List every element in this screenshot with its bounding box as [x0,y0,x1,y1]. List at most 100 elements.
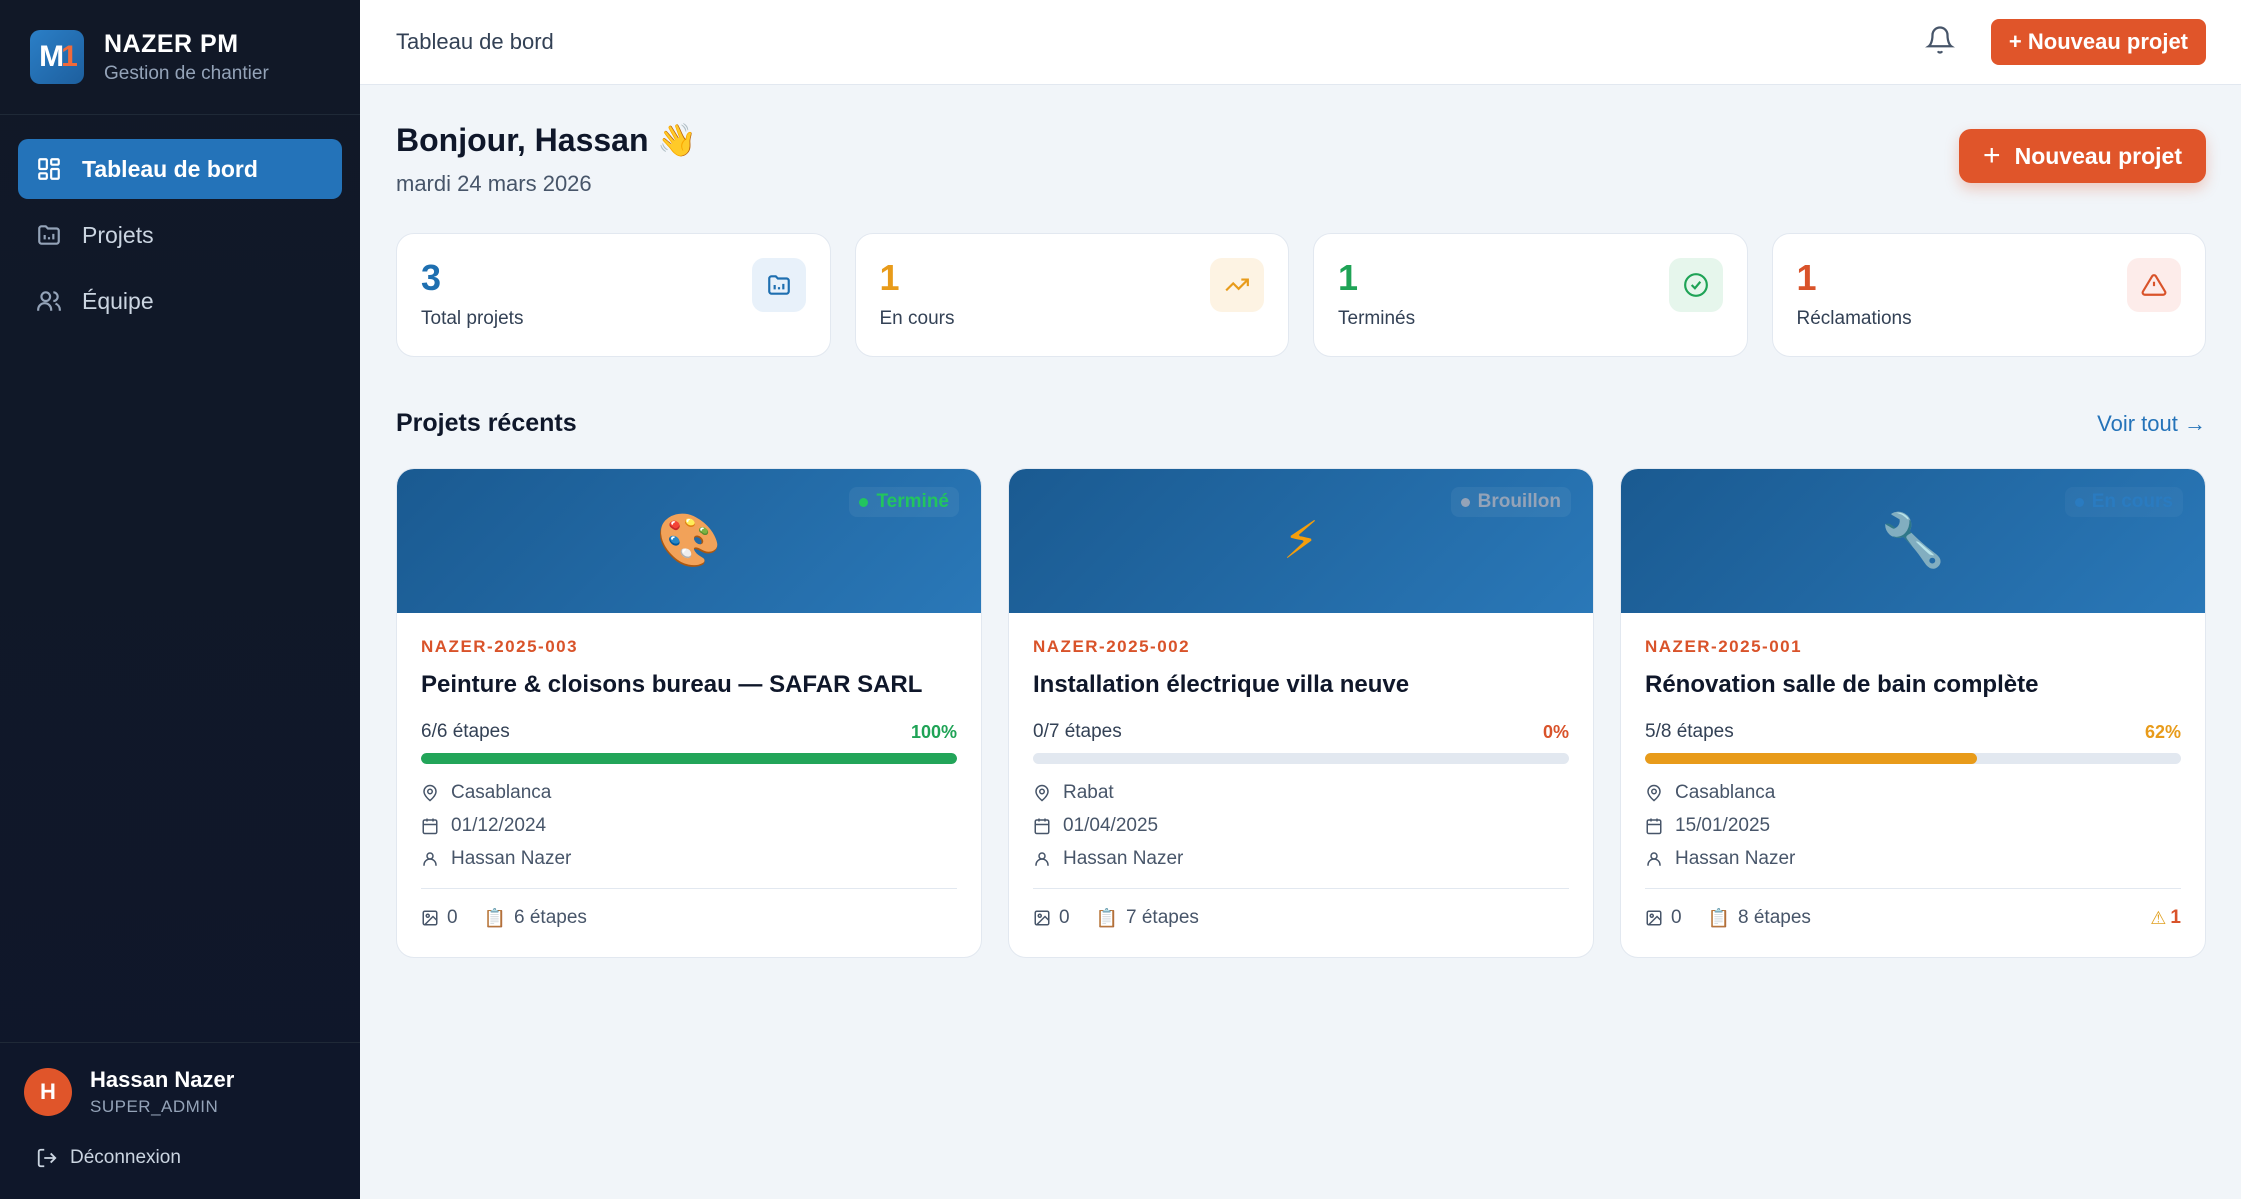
stat-card-claims[interactable]: 1 Réclamations [1771,233,2206,357]
wrench-icon: 🔧 [1880,511,1946,571]
main-content: Bonjour, Hassan 👋 mardi 24 mars 2026 + N… [396,85,2206,958]
location-text: Rabat [1063,782,1114,803]
stat-value: 1 [1796,257,1817,298]
steps-value: 7 étapes [1126,907,1199,928]
stats-row: 3 Total projets 1 En cours 1 Terminés 1 … [396,233,2206,357]
location-text: Casablanca [1675,782,1776,803]
progress-bar-fill [1645,753,1978,764]
divider [1645,888,2181,889]
stat-card-total[interactable]: 3 Total projets [396,233,831,357]
sidebar-item-team[interactable]: Équipe [18,271,342,331]
location-text: Casablanca [451,782,552,803]
stat-label: Total projets [421,308,524,329]
photos-value: 0 [447,907,458,928]
stat-value: 3 [421,257,442,298]
card-banner: 🎨 Terminé [397,469,981,613]
calendar-icon [1034,818,1050,835]
user-role: SUPER_ADMIN [90,1097,219,1116]
calendar-icon [422,818,438,835]
status-label: Brouillon [1477,491,1561,512]
logout-icon [37,1148,57,1168]
topbar: Tableau de bord + Nouveau projet [360,0,2241,85]
alert-triangle-icon [2141,274,2167,296]
progress-bar [1645,753,2181,764]
progress-bar-fill [421,753,957,764]
app-subtitle: Gestion de chantier [104,62,269,84]
status-badge: En cours [2064,487,2183,517]
notifications-button[interactable] [1924,25,1955,60]
page-title: Bonjour, Hassan 👋 [396,122,698,158]
sidebar-item-dashboard[interactable]: Tableau de bord [18,139,342,199]
map-pin-icon [1035,784,1049,802]
card-banner: 🔧 En cours [1621,469,2205,613]
status-dot [1460,497,1470,507]
logo-letter: M [39,40,64,73]
project-ref: NAZER-2025-001 [1645,637,1803,656]
warning-icon: ⚠ [2150,907,2167,928]
breadcrumb: Tableau de bord [396,29,554,54]
logout-button[interactable]: Déconnexion [24,1147,336,1169]
photos-value: 0 [1671,907,1682,928]
stat-label: Réclamations [1796,308,1912,329]
project-owner: Hassan Nazer [421,848,957,870]
bell-icon [1924,25,1955,54]
progress-bar [1033,753,1569,764]
see-all-link[interactable]: Voir tout → [2097,410,2206,436]
project-owner: Hassan Nazer [1645,848,2181,870]
project-date: 15/01/2025 [1645,815,2181,837]
project-location: Casablanca [1645,782,2181,804]
clipboard-icon: 📋 [1095,907,1118,928]
card-banner: ⚡ Brouillon [1009,469,1593,613]
user-profile[interactable]: H Hassan Nazer SUPER_ADMIN [24,1067,336,1117]
topbar-new-project-button[interactable]: + Nouveau projet [1990,19,2206,65]
plus-icon: + [1983,139,2001,172]
trending-up-icon [1225,278,1249,292]
sidebar-item-projects[interactable]: Projets [18,205,342,265]
claims-count: ⚠ 1 [2150,907,2181,929]
claims-value: 1 [2170,907,2181,928]
status-label: Terminé [876,491,949,512]
status-dot [2074,497,2084,507]
lightning-icon: ⚡ [1282,511,1320,571]
project-date: 01/12/2024 [421,815,957,837]
new-project-button[interactable]: + Nouveau projet [1959,129,2206,183]
stat-label: Terminés [1338,308,1416,329]
stat-icon-wrap [751,258,806,312]
steps-value: 8 étapes [1738,907,1811,928]
project-card[interactable]: ⚡ Brouillon NAZER-2025-002 Installation … [1008,468,1594,958]
user-icon [1647,852,1661,866]
project-cards: 🎨 Terminé NAZER-2025-003 Peinture & cloi… [396,468,2206,958]
owner-text: Hassan Nazer [1063,848,1184,869]
steps-value: 6 étapes [514,907,587,928]
project-date: 01/04/2025 [1033,815,1569,837]
project-ref: NAZER-2025-002 [1033,637,1191,656]
section-title: Projets récents [396,409,577,437]
calendar-icon [1646,818,1662,835]
progress-percent: 62% [2144,721,2181,742]
photos-value: 0 [1059,907,1070,928]
status-badge: Terminé [849,487,959,517]
project-card[interactable]: 🎨 Terminé NAZER-2025-003 Peinture & cloi… [396,468,982,958]
clipboard-icon: 📋 [483,907,506,928]
stat-card-in-progress[interactable]: 1 En cours [854,233,1289,357]
stat-icon-wrap [1668,258,1723,312]
stat-value: 1 [879,257,900,298]
stat-label: En cours [879,308,955,329]
user-icon [1035,852,1049,866]
stat-card-done[interactable]: 1 Terminés [1313,233,1748,357]
image-icon [422,910,438,926]
sidebar-item-label: Équipe [82,287,154,314]
project-card[interactable]: 🔧 En cours NAZER-2025-001 Rénovation sal… [1620,468,2206,958]
divider [1033,888,1569,889]
clipboard-icon: 📋 [1707,907,1730,928]
divider [421,888,957,889]
project-title: Installation électrique villa neuve [1033,671,1410,698]
progress-percent: 100% [910,721,957,742]
sidebar-item-label: Projets [82,221,154,248]
user-block: H Hassan Nazer SUPER_ADMIN Déconnexion [0,1042,360,1199]
steps-count: 📋 6 étapes [484,907,587,929]
project-location: Casablanca [421,782,957,804]
progress-percent: 0% [1542,721,1569,742]
